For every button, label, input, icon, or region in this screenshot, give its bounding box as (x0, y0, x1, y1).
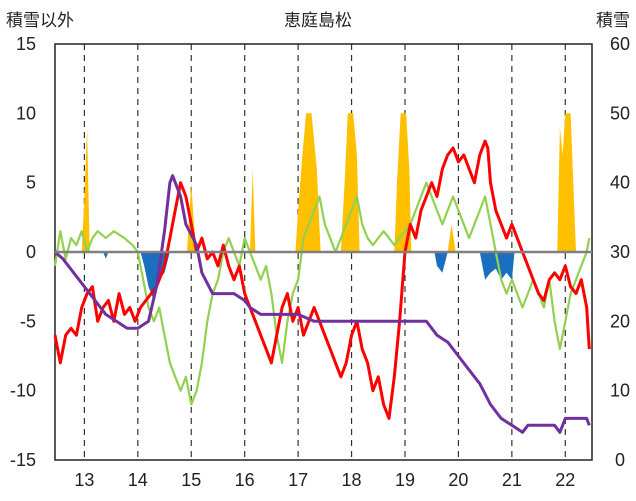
y-tick-label: 15 (16, 34, 36, 54)
series-line (53, 139, 591, 420)
y2-tick-label: 0 (615, 450, 625, 470)
y2-tick-label: 40 (610, 173, 630, 193)
y-axis-label: 積雪以外 (6, 11, 74, 31)
x-tick-label: 16 (235, 470, 255, 490)
y-tick-label: -15 (10, 450, 36, 470)
x-tick-label: 14 (128, 470, 148, 490)
x-tick-label: 22 (555, 470, 575, 490)
y-tick-label: 0 (26, 242, 36, 262)
y2-tick-label: 60 (610, 34, 630, 54)
x-tick-label: 17 (288, 470, 308, 490)
y2-tick-label: 20 (610, 311, 630, 331)
y2-tick-label: 30 (610, 242, 630, 262)
y-tick-label: 10 (16, 103, 36, 123)
x-tick-label: 21 (502, 470, 522, 490)
series-bar-area (81, 113, 576, 252)
y2-axis-label: 積雪 (596, 11, 630, 31)
y2-tick-label: 10 (610, 381, 630, 401)
y-tick-label: -5 (20, 311, 36, 331)
x-tick-label: 18 (342, 470, 362, 490)
x-tick-label: 13 (74, 470, 94, 490)
x-tick-label: 15 (181, 470, 201, 490)
y2-tick-label: 50 (610, 103, 630, 123)
x-tick-label: 20 (448, 470, 468, 490)
y-tick-label: -10 (10, 381, 36, 401)
series-line (53, 181, 591, 406)
series-bar-area (103, 252, 515, 301)
chart-title: 恵庭島松 (284, 11, 352, 31)
x-tick-label: 19 (395, 470, 415, 490)
y-tick-label: 5 (26, 173, 36, 193)
series-line (54, 174, 591, 434)
